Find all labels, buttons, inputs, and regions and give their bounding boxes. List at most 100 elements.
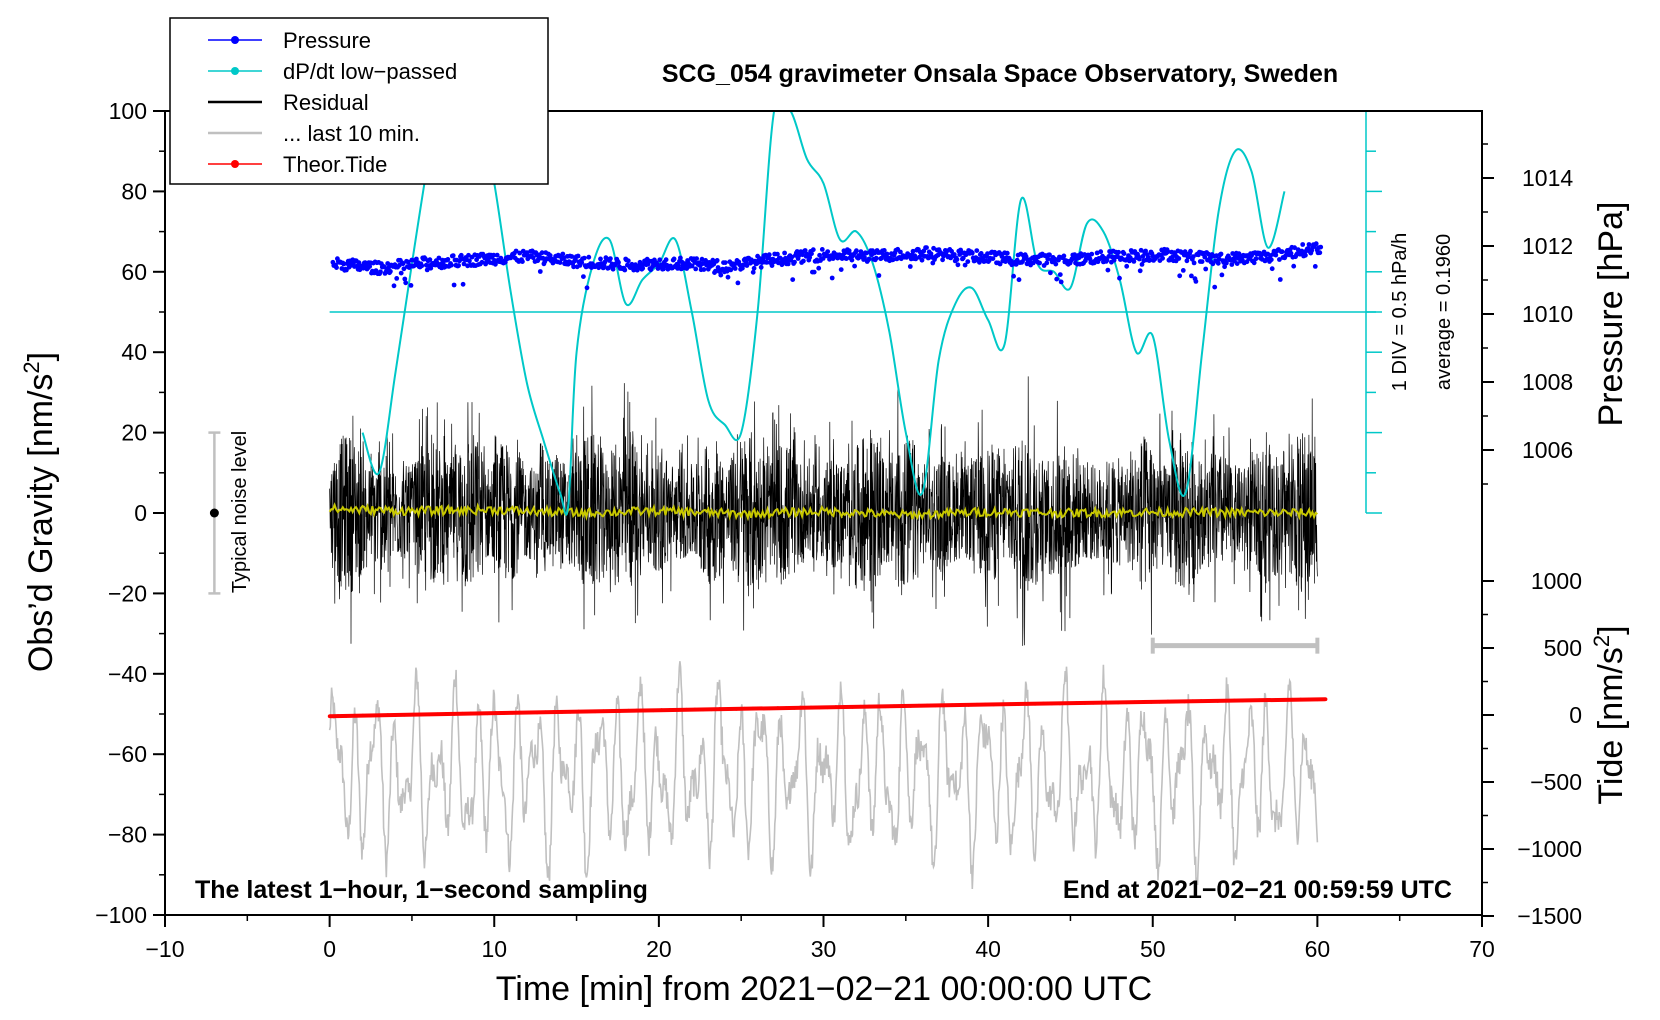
pressure-point [910,248,916,254]
pressure-tick-label: 1014 [1522,165,1573,191]
pressure-point [517,250,523,256]
pressure-point [402,276,408,282]
tide-tick-label: 1000 [1531,568,1582,594]
pressure-point [579,260,585,265]
tide-point [859,704,863,709]
tide-point [601,709,606,713]
tide-point [1199,699,1203,703]
pressure-point [424,267,430,273]
y-tick-label: −100 [95,902,147,928]
tide-point [344,714,349,718]
pressure-point [398,270,404,276]
tide-point [618,709,622,713]
legend: Pressure dP/dt low−passed Residual ... last… [169,17,549,185]
y-tick-label: −40 [108,661,147,687]
pressure-point [1057,272,1063,277]
legend-entry-label: Theor.Tide [283,152,387,177]
pressure-point [693,266,699,272]
pressure-point [1048,270,1053,276]
pressure-point [1116,249,1121,255]
pressure-point [1117,275,1122,281]
tide-point [950,703,954,707]
pressure-point [663,257,669,263]
tide-point [1191,699,1195,703]
pressure-point [625,258,631,264]
tide-point [1099,700,1104,705]
tide-point [659,708,664,712]
tide-point [327,714,332,718]
pressure-point [985,251,990,256]
tide-point [975,702,979,707]
pressure-point [725,274,731,280]
pressure-point [1140,254,1146,259]
tide-point [1157,700,1162,704]
x-tick-label: 10 [481,936,507,962]
tide-point [1049,701,1054,706]
pressure-point [819,247,825,252]
pressure-point [1288,250,1294,256]
pressure-point [816,265,822,271]
pressure-point [969,250,975,256]
pressure-point [427,257,433,263]
legend-swatch-dot [231,67,239,75]
tide-point [593,709,597,714]
legend-entry-label: dP/dt low−passed [283,59,457,84]
x-tick-label: 40 [975,936,1001,962]
pressure-point [1229,262,1235,267]
pressure-point [498,255,504,261]
pressure-point [1184,258,1190,264]
y-axis-title-left-sup: 2 [19,361,44,373]
pressure-point [610,266,616,272]
tide-point [759,706,763,711]
pressure-point [997,261,1003,267]
pressure-point [1147,257,1153,263]
pressure-point [1177,273,1183,279]
pressure-point [1058,279,1064,285]
tide-point [535,710,539,715]
dpdt-line [361,111,1286,516]
y-axis-title-tide-end: ] [1592,625,1630,634]
tide-point [1224,698,1228,703]
pressure-point [863,250,869,256]
tide-point [668,708,672,712]
tide-point [1033,702,1037,706]
pressure-point [842,250,848,256]
tide-point [336,714,340,718]
tide-point [900,704,905,708]
pressure-point [722,260,728,265]
pressure-point [890,257,896,262]
tide-point [800,705,805,710]
tide-point [883,704,888,709]
y-axis-title-tide-sup: 2 [1589,635,1614,647]
tide-point [842,705,846,709]
tide-point [701,707,705,712]
pressure-point [513,248,519,254]
y-tick-label: 20 [121,420,147,446]
pressure-point [1165,249,1171,255]
pressure-point [1047,252,1052,258]
pressure-point [1136,256,1142,262]
tide-point [527,710,531,715]
tide-point [1282,698,1286,702]
tide-point [1240,698,1245,703]
tide-point [410,712,415,717]
tide-point [1315,697,1320,702]
tide-point [1066,701,1071,705]
pressure-point [581,274,586,279]
pressure-point [744,263,750,268]
pressure-point [657,257,663,263]
y-tick-label: −60 [108,741,147,767]
pressure-point [1037,260,1042,266]
pressure-point [1072,252,1077,257]
tide-tick-label: −1500 [1517,903,1582,929]
pressure-point [844,256,849,261]
pressure-tick-label: 1006 [1522,437,1573,463]
tide-point [1141,700,1145,704]
pressure-point [571,264,576,270]
tide-point [933,703,938,708]
pressure-point [414,256,419,262]
tide-point [1298,697,1303,702]
pressure-point [876,273,882,278]
y-tick-label: −20 [108,580,147,606]
